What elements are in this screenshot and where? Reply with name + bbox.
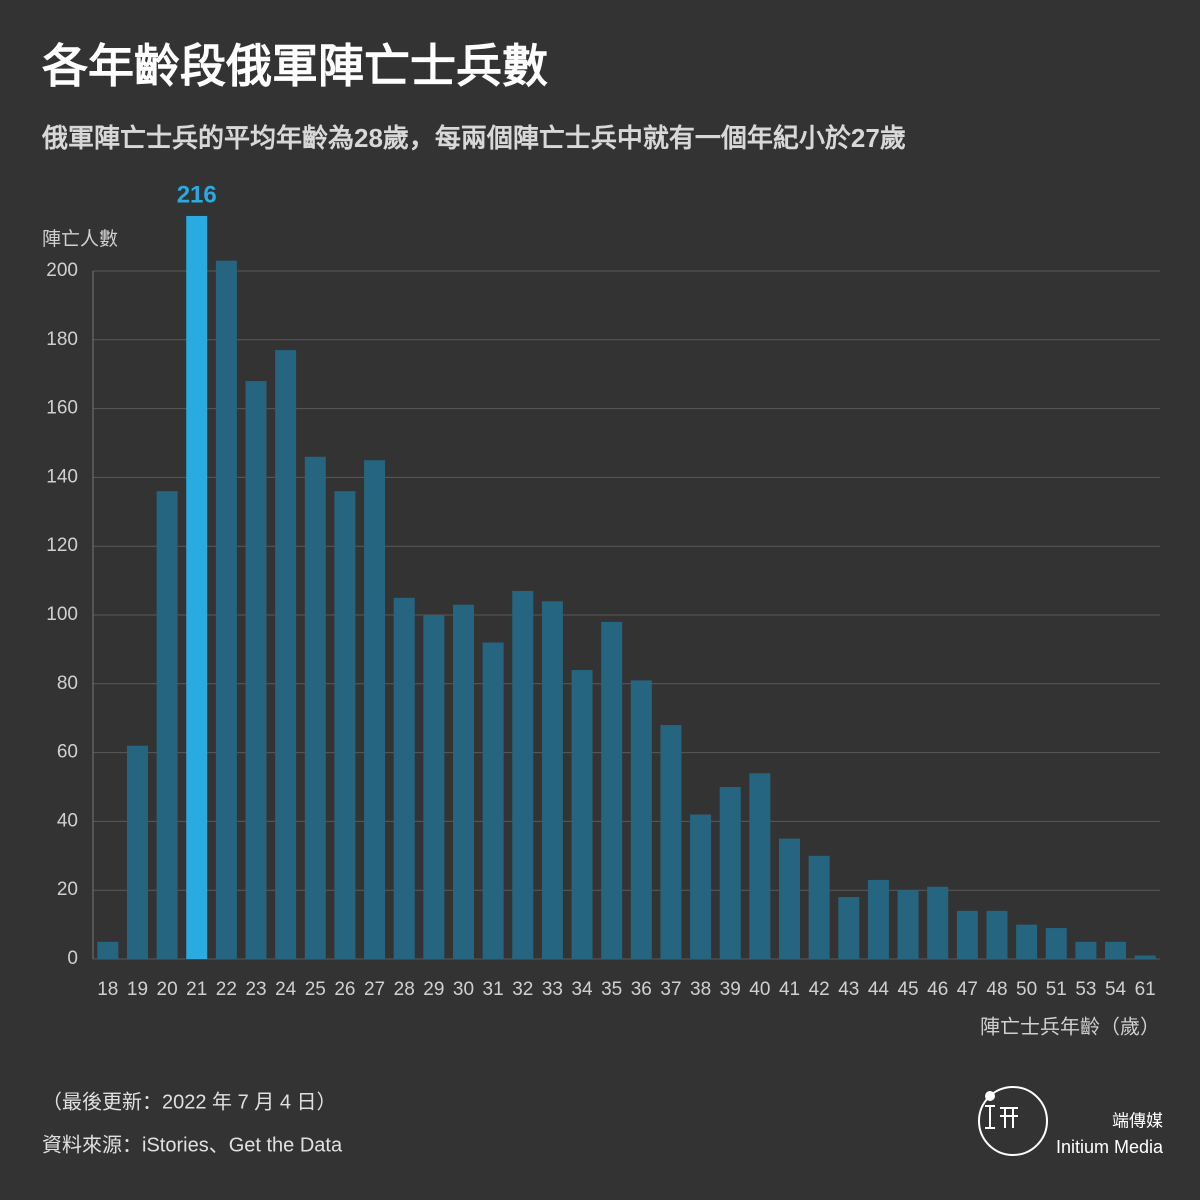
x-tick-label: 26 bbox=[334, 979, 355, 1000]
bar bbox=[1075, 941, 1097, 959]
data-label: 216 bbox=[177, 181, 217, 208]
x-tick-label: 33 bbox=[542, 979, 563, 1000]
brand-en: Initium Media bbox=[1056, 1137, 1164, 1157]
x-tick-label: 41 bbox=[779, 979, 800, 1000]
x-tick-label: 19 bbox=[127, 979, 148, 1000]
bar bbox=[660, 725, 682, 959]
x-tick-label: 29 bbox=[423, 979, 444, 1000]
bar bbox=[156, 491, 178, 959]
bar bbox=[749, 773, 771, 959]
logo bbox=[978, 1086, 1048, 1156]
bar bbox=[452, 604, 474, 959]
x-tick-label: 40 bbox=[749, 979, 770, 1000]
x-tick-label: 43 bbox=[838, 979, 859, 1000]
x-tick-label: 38 bbox=[690, 979, 711, 1000]
bar bbox=[927, 886, 949, 959]
bar bbox=[364, 460, 386, 959]
y-tick-label: 0 bbox=[67, 948, 78, 969]
x-tick-label: 50 bbox=[1016, 979, 1037, 1000]
x-tick-label: 27 bbox=[364, 979, 385, 1000]
x-tick-label: 18 bbox=[97, 979, 118, 1000]
bar bbox=[275, 350, 297, 959]
y-tick-label: 100 bbox=[46, 604, 78, 625]
x-tick-label: 45 bbox=[897, 979, 918, 1000]
bar bbox=[838, 897, 860, 959]
bar bbox=[808, 855, 830, 959]
bar bbox=[1045, 928, 1067, 959]
x-tick-label: 24 bbox=[275, 979, 297, 1000]
x-tick-label: 21 bbox=[186, 979, 207, 1000]
x-tick-label: 51 bbox=[1046, 979, 1067, 1000]
bar bbox=[393, 597, 415, 959]
x-tick-label: 37 bbox=[660, 979, 681, 1000]
logo-circle bbox=[978, 1086, 1048, 1156]
x-tick-label: 35 bbox=[601, 979, 622, 1000]
chart-subtitle: 俄軍陣亡士兵的平均年齡為28歲，每兩個陣亡士兵中就有一個年紀小於27歲 bbox=[41, 123, 906, 153]
x-tick-label: 61 bbox=[1135, 979, 1156, 1000]
bar bbox=[126, 745, 148, 959]
y-tick-label: 180 bbox=[46, 329, 78, 350]
bar bbox=[215, 260, 237, 959]
y-tick-label: 140 bbox=[46, 466, 78, 487]
chart-title: 各年齡段俄軍陣亡士兵數 bbox=[42, 40, 548, 92]
bar bbox=[304, 456, 326, 959]
y-axis-label: 陣亡人數 bbox=[42, 228, 118, 250]
x-tick-label: 46 bbox=[927, 979, 948, 1000]
x-tick-label: 42 bbox=[809, 979, 830, 1000]
bar bbox=[1105, 941, 1127, 959]
bar bbox=[897, 890, 919, 959]
bar bbox=[512, 590, 534, 959]
bar bbox=[956, 910, 978, 959]
x-tick-label: 54 bbox=[1105, 979, 1127, 1000]
y-tick-label: 40 bbox=[57, 810, 78, 831]
x-tick-label: 32 bbox=[512, 979, 533, 1000]
bar bbox=[482, 642, 504, 959]
bar bbox=[1016, 924, 1038, 959]
x-tick-label: 34 bbox=[571, 979, 593, 1000]
bar bbox=[690, 814, 712, 959]
y-tick-label: 200 bbox=[46, 260, 78, 281]
x-tick-label: 30 bbox=[453, 979, 474, 1000]
bar bbox=[97, 941, 119, 959]
x-tick-label: 23 bbox=[245, 979, 266, 1000]
x-tick-label: 44 bbox=[868, 979, 890, 1000]
bar bbox=[719, 787, 741, 959]
bar bbox=[1134, 955, 1156, 959]
bar bbox=[541, 601, 563, 959]
bar bbox=[186, 215, 208, 959]
bar bbox=[423, 615, 445, 959]
updated-note: （最後更新：2022 年 7 月 4 日） bbox=[42, 1090, 337, 1113]
x-tick-label: 48 bbox=[986, 979, 1007, 1000]
y-tick-label: 120 bbox=[46, 535, 78, 556]
bar bbox=[867, 879, 889, 959]
x-tick-label: 25 bbox=[305, 979, 326, 1000]
bar bbox=[601, 621, 623, 959]
x-tick-label: 39 bbox=[720, 979, 741, 1000]
x-tick-label: 53 bbox=[1075, 979, 1096, 1000]
y-tick-label: 60 bbox=[57, 742, 78, 763]
logo-mark bbox=[985, 1105, 1018, 1129]
x-tick-label: 47 bbox=[957, 979, 978, 1000]
x-tick-label: 20 bbox=[157, 979, 178, 1000]
x-tick-label: 31 bbox=[483, 979, 504, 1000]
x-tick-label: 36 bbox=[631, 979, 652, 1000]
bar bbox=[334, 491, 356, 959]
logo-dot bbox=[985, 1091, 995, 1101]
bar bbox=[986, 910, 1008, 959]
bar bbox=[630, 680, 652, 959]
bar bbox=[779, 838, 801, 959]
x-tick-label: 22 bbox=[216, 979, 237, 1000]
x-tick-label: 28 bbox=[394, 979, 415, 1000]
x-axis-label: 陣亡士兵年齡（歲） bbox=[980, 1015, 1160, 1038]
y-tick-label: 160 bbox=[46, 398, 78, 419]
y-tick-label: 80 bbox=[57, 673, 78, 694]
brand-zh: 端傳媒 bbox=[1112, 1111, 1163, 1130]
source-note: 資料來源：iStories、Get the Data bbox=[42, 1133, 343, 1156]
y-tick-label: 20 bbox=[57, 879, 78, 900]
bar bbox=[571, 670, 593, 959]
bar bbox=[245, 381, 267, 960]
